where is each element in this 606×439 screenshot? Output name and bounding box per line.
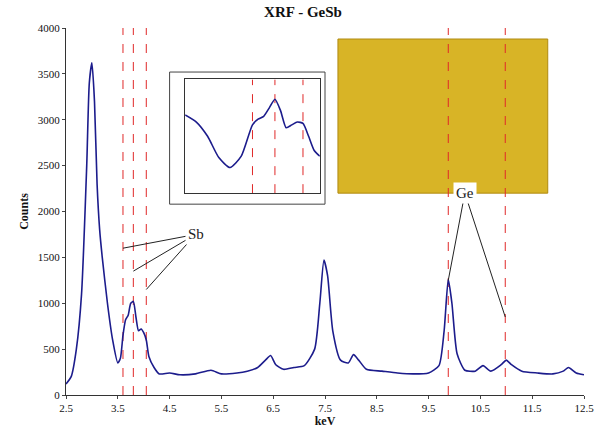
svg-text:3500: 3500 <box>38 68 61 80</box>
svg-text:Sb: Sb <box>188 226 204 242</box>
svg-text:Counts: Counts <box>17 193 31 230</box>
svg-text:XRF - GeSb: XRF - GeSb <box>264 4 342 20</box>
svg-text:12.5: 12.5 <box>574 402 594 414</box>
svg-text:2.5: 2.5 <box>59 402 73 414</box>
svg-text:7.5: 7.5 <box>318 402 332 414</box>
svg-text:8.5: 8.5 <box>370 402 384 414</box>
svg-text:9.5: 9.5 <box>422 402 436 414</box>
svg-text:500: 500 <box>43 343 60 355</box>
svg-text:Ge: Ge <box>456 185 474 201</box>
svg-text:3.5: 3.5 <box>111 402 125 414</box>
svg-text:4.5: 4.5 <box>163 402 177 414</box>
svg-text:3000: 3000 <box>38 114 61 126</box>
svg-text:1500: 1500 <box>38 251 61 263</box>
svg-text:10.5: 10.5 <box>471 402 491 414</box>
svg-text:keV: keV <box>315 414 336 428</box>
svg-text:2500: 2500 <box>38 159 61 171</box>
svg-text:5.5: 5.5 <box>215 402 229 414</box>
svg-text:11.5: 11.5 <box>523 402 542 414</box>
svg-text:0: 0 <box>54 389 60 401</box>
svg-text:2000: 2000 <box>38 205 61 217</box>
svg-text:4000: 4000 <box>38 22 61 34</box>
svg-text:6.5: 6.5 <box>266 402 280 414</box>
svg-text:1000: 1000 <box>38 297 61 309</box>
